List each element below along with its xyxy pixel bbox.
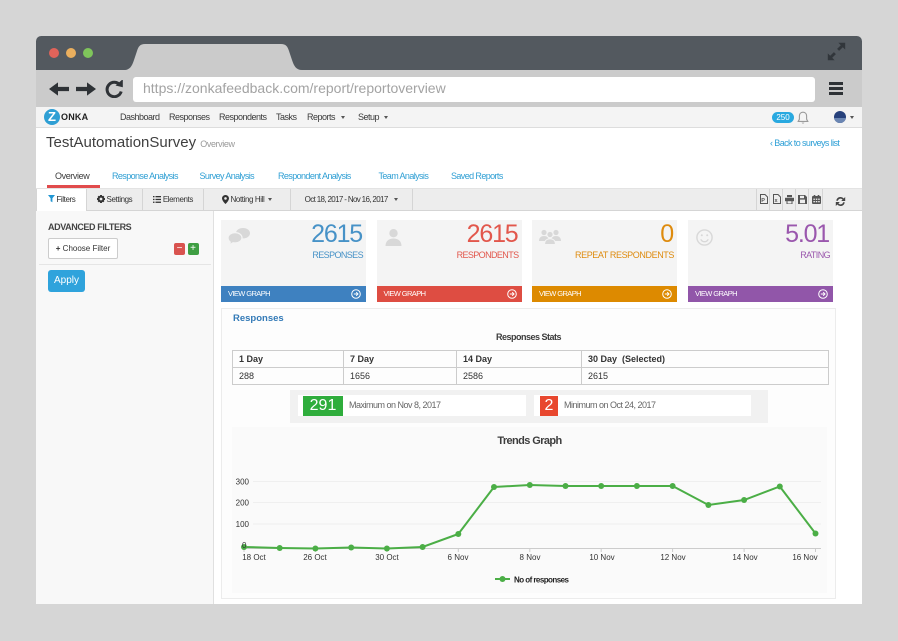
svg-text:8 Nov: 8 Nov (520, 553, 541, 562)
svg-text:No of responses: No of responses (514, 576, 570, 585)
svg-text:30 Oct: 30 Oct (375, 553, 399, 562)
svg-text:P: P (761, 198, 765, 204)
svg-text:26 Oct: 26 Oct (303, 553, 327, 562)
svg-text:10 Nov: 10 Nov (589, 553, 614, 562)
svg-text:6 Nov: 6 Nov (448, 553, 469, 562)
svg-text:x: x (774, 198, 778, 204)
svg-text:100: 100 (236, 520, 250, 529)
svg-text:14 Nov: 14 Nov (732, 553, 757, 562)
svg-text:200: 200 (236, 499, 250, 508)
svg-text:0: 0 (242, 541, 247, 550)
svg-text:18 Oct: 18 Oct (242, 553, 266, 562)
svg-text:300: 300 (236, 478, 250, 487)
svg-text:12 Nov: 12 Nov (660, 553, 685, 562)
svg-text:16 Nov: 16 Nov (792, 553, 817, 562)
